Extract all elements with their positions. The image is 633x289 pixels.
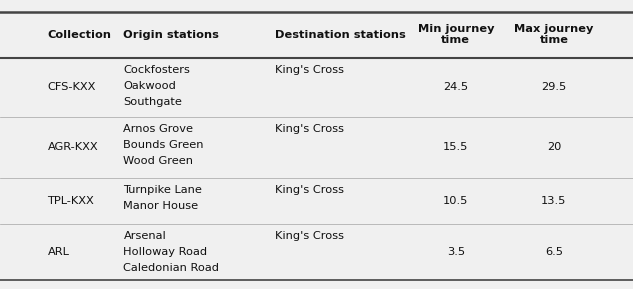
Text: TPL-KXX: TPL-KXX [47, 196, 94, 206]
Text: 29.5: 29.5 [541, 82, 567, 92]
Text: Turnpike Lane: Turnpike Lane [123, 185, 203, 195]
Text: 3.5: 3.5 [447, 247, 465, 257]
Text: ARL: ARL [47, 247, 70, 257]
Text: Cockfosters: Cockfosters [123, 65, 191, 75]
Text: CFS-KXX: CFS-KXX [47, 82, 96, 92]
Text: Origin stations: Origin stations [123, 30, 219, 40]
Text: 24.5: 24.5 [443, 82, 468, 92]
Text: Collection: Collection [47, 30, 111, 40]
Text: Wood Green: Wood Green [123, 156, 194, 166]
Text: 10.5: 10.5 [443, 196, 468, 206]
Text: Manor House: Manor House [123, 201, 199, 211]
Text: Bounds Green: Bounds Green [123, 140, 204, 150]
Text: King's Cross: King's Cross [275, 185, 344, 195]
Text: 6.5: 6.5 [545, 247, 563, 257]
Text: Min journey
time: Min journey time [418, 24, 494, 45]
Text: Arnos Grove: Arnos Grove [123, 124, 194, 134]
Text: King's Cross: King's Cross [275, 124, 344, 134]
Text: Oakwood: Oakwood [123, 81, 177, 91]
Text: Destination stations: Destination stations [275, 30, 406, 40]
Text: 15.5: 15.5 [443, 142, 468, 152]
Text: Southgate: Southgate [123, 97, 182, 107]
Text: AGR-KXX: AGR-KXX [47, 142, 98, 152]
Text: King's Cross: King's Cross [275, 65, 344, 75]
Text: Caledonian Road: Caledonian Road [123, 263, 220, 273]
Text: King's Cross: King's Cross [275, 231, 344, 241]
Text: Max journey
time: Max journey time [514, 24, 594, 45]
Text: Holloway Road: Holloway Road [123, 247, 208, 257]
Text: 13.5: 13.5 [541, 196, 567, 206]
Text: Arsenal: Arsenal [123, 231, 166, 241]
Text: 20: 20 [547, 142, 561, 152]
